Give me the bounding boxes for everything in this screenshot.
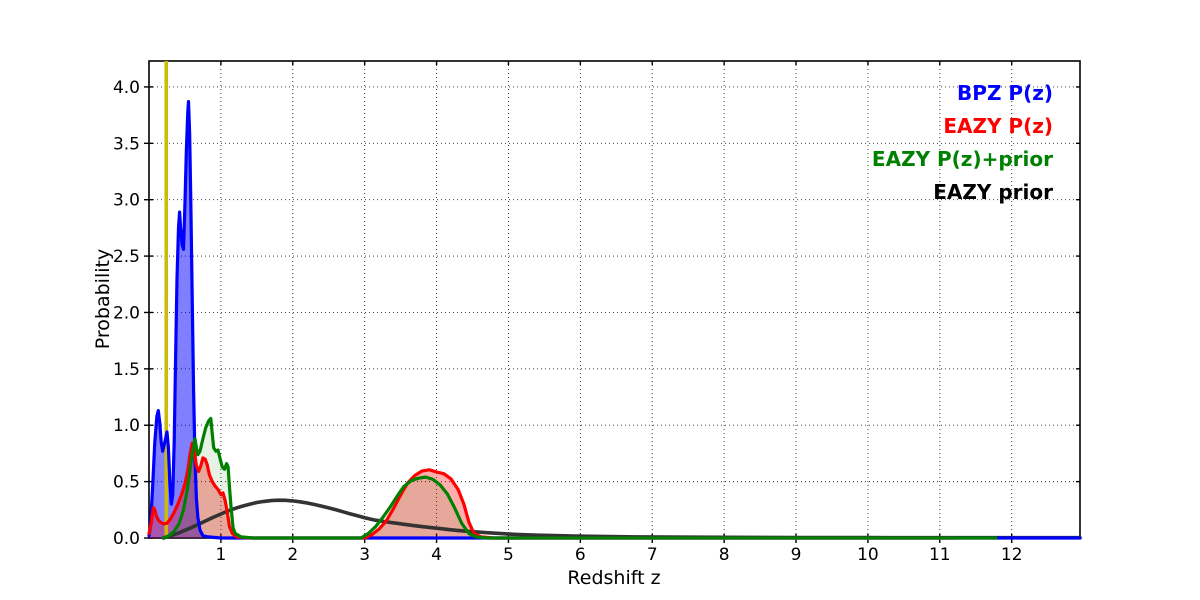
y-tick-label: 0.5 xyxy=(113,473,140,493)
legend: BPZ P(z) EAZY P(z) EAZY P(z)+prior EAZY … xyxy=(872,77,1053,209)
legend-entry-eazy-prior: EAZY prior xyxy=(933,180,1053,204)
x-tick-label: 10 xyxy=(857,545,879,565)
legend-entry-eazy-pz: EAZY P(z) xyxy=(943,114,1053,138)
series-eazy-p-z-prior-fill xyxy=(163,418,996,538)
x-tick-label: 2 xyxy=(287,545,298,565)
y-tick-label: 4.0 xyxy=(113,78,140,98)
x-tick-label: 1 xyxy=(215,545,226,565)
x-tick-label: 7 xyxy=(647,545,658,565)
y-tick-label: 3.5 xyxy=(113,134,140,154)
y-tick-label: 0.0 xyxy=(113,529,140,549)
y-tick-label: 2.5 xyxy=(113,247,140,267)
x-tick-label: 11 xyxy=(929,545,951,565)
series-eazy-p-z-prior-line xyxy=(161,416,998,540)
legend-entry-bpz-pz: BPZ P(z) xyxy=(957,81,1053,105)
x-tick-label: 8 xyxy=(719,545,730,565)
y-tick-label: 1.5 xyxy=(113,360,140,380)
series-bpz-p-z-line xyxy=(147,100,1082,540)
y-axis-label: Probability xyxy=(92,248,114,350)
x-tick-label: 5 xyxy=(503,545,514,565)
series-eazy-p-z-line xyxy=(147,441,956,540)
x-tick-label: 6 xyxy=(575,545,586,565)
y-tick-label: 3.0 xyxy=(113,191,140,211)
legend-entry-eazy-pz-prior: EAZY P(z)+prior xyxy=(871,147,1053,171)
x-tick-label: 3 xyxy=(359,545,370,565)
series-eazy-prior-line xyxy=(161,498,1082,540)
y-tick-label: 2.0 xyxy=(113,303,140,323)
x-tick-label: 4 xyxy=(431,545,442,565)
x-axis-label: Redshift z xyxy=(567,567,661,589)
series-eazy-p-z-fill xyxy=(149,443,955,538)
x-tick-label: 12 xyxy=(1001,545,1023,565)
x-tick-label: 9 xyxy=(791,545,802,565)
tick-labels: 1 2 3 4 5 6 7 8 9 10 11 120.00.51.01.52.02.53.03.54… xyxy=(113,78,1023,565)
y-tick-label: 1.0 xyxy=(113,416,140,436)
